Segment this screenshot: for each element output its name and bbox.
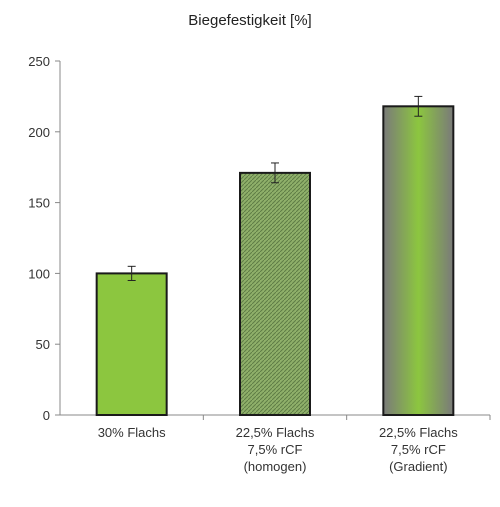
y-tick-label: 250 — [28, 54, 50, 69]
bar — [382, 105, 455, 416]
x-tick-label: 22,5% Flachs 7,5% rCF (homogen) — [236, 425, 315, 474]
y-tick-label: 200 — [28, 125, 50, 140]
x-tick-label: 30% Flachs — [98, 425, 166, 440]
bar — [95, 272, 168, 416]
y-tick-label: 100 — [28, 266, 50, 281]
y-tick-label: 0 — [43, 408, 50, 423]
y-tick-label: 150 — [28, 196, 50, 211]
chart-title: Biegefestigkeit [%] — [188, 12, 312, 29]
bar — [239, 171, 311, 416]
x-tick-label: 22,5% Flachs 7,5% rCF (Gradient) — [379, 425, 458, 474]
y-tick-label: 50 — [36, 337, 50, 352]
